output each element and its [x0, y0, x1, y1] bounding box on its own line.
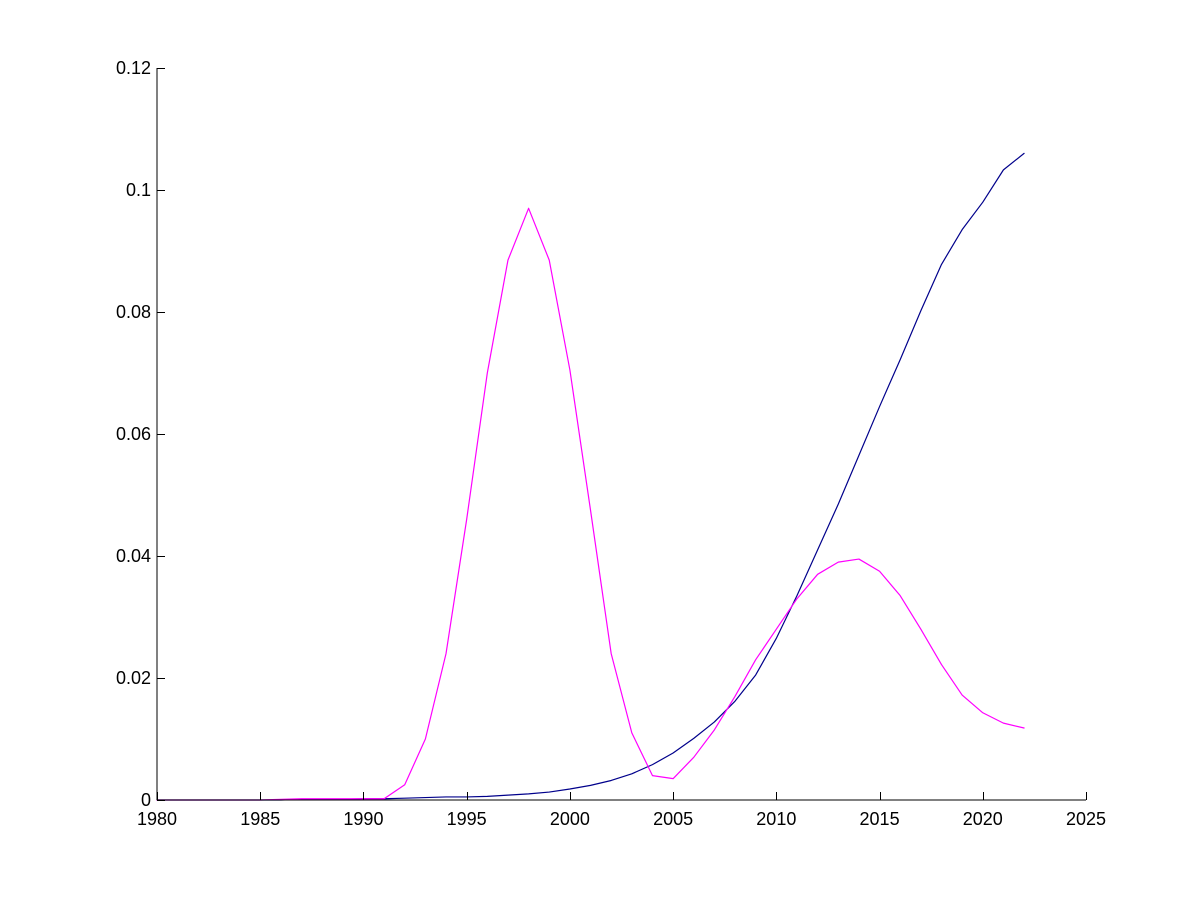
- y-tick-label: 0.02: [116, 668, 151, 688]
- series-1-line: [156, 152, 1025, 801]
- x-tick-label: 2025: [1066, 809, 1106, 829]
- y-tick-label: 0.04: [116, 546, 151, 566]
- axes-layer: 1980 1985 1990 1995 2000 2005 2010 2015 2020 2025…: [116, 58, 1106, 829]
- y-tick-label: 0.1: [126, 180, 151, 200]
- x-tick-label: 1980: [137, 809, 177, 829]
- x-tick-label: 2000: [550, 809, 590, 829]
- x-tick-label: 2010: [756, 809, 796, 829]
- y-tick-label: 0.12: [116, 58, 151, 78]
- x-tick-label: 2005: [653, 809, 693, 829]
- y-tick-label: 0.06: [116, 424, 151, 444]
- x-tick-label: 2015: [860, 809, 900, 829]
- series-layer: [156, 152, 1025, 801]
- x-tick-label: 2020: [963, 809, 1003, 829]
- x-tick-label: 1985: [240, 809, 280, 829]
- series-2-line: [156, 207, 1025, 801]
- y-tick-label: 0: [141, 790, 151, 810]
- x-tick-label: 1990: [343, 809, 383, 829]
- x-tick-label: 1995: [447, 809, 487, 829]
- y-tick-label: 0.08: [116, 302, 151, 322]
